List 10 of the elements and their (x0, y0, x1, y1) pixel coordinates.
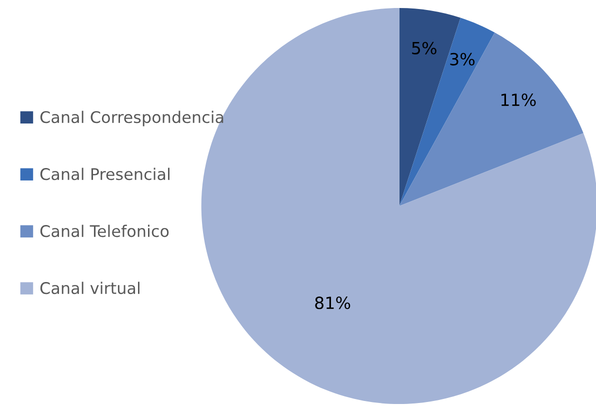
pie-slice (399, 18, 495, 206)
data-label: 81% (315, 296, 350, 310)
data-label: 3% (450, 52, 475, 66)
legend-label: Canal Telefonico (40, 224, 169, 238)
pie-slice (399, 32, 584, 206)
data-label: 11% (501, 94, 536, 106)
data-label: 5% (412, 42, 436, 54)
legend-label: Canal Correspondencia (40, 110, 224, 126)
legend-label: Canal Presencial (40, 168, 170, 180)
legend-label: Canal virtual (40, 282, 140, 294)
